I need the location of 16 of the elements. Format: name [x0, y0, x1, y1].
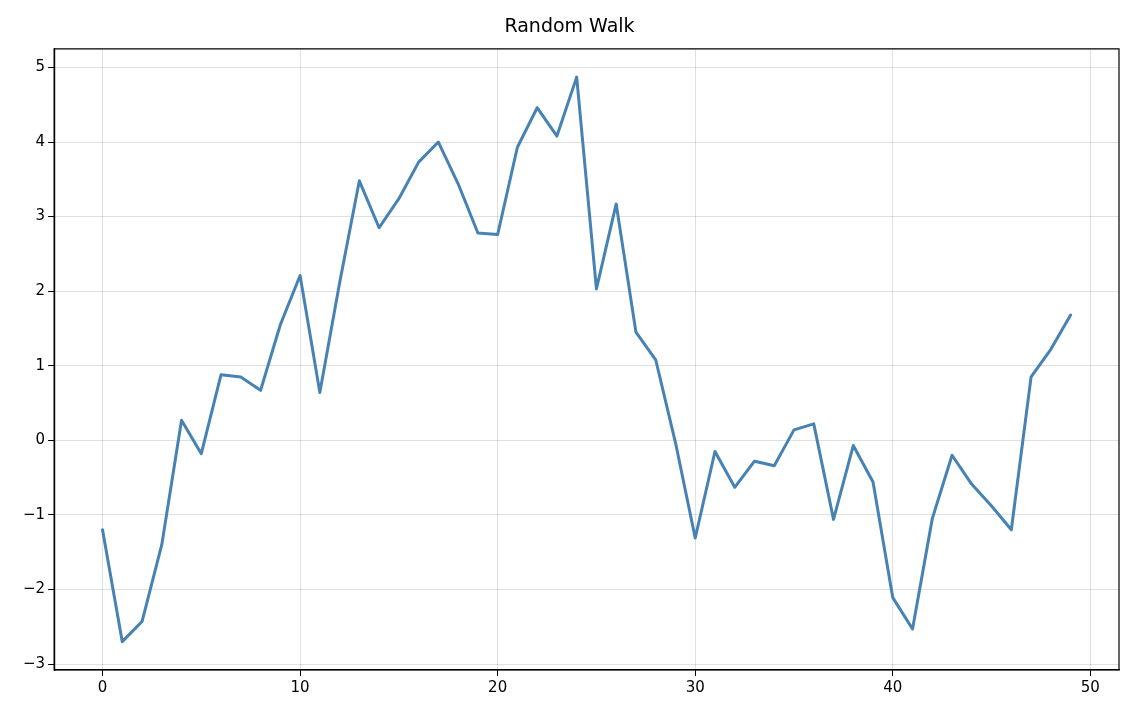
y-tick-label: −2: [22, 579, 46, 598]
x-tick-label: 0: [97, 677, 108, 696]
chart-title: Random Walk: [504, 14, 635, 37]
y-tick-label: 3: [35, 206, 46, 225]
y-tick-label: 2: [35, 281, 46, 300]
y-tick-label: 5: [35, 57, 46, 76]
y-tick-label: −3: [22, 653, 46, 672]
y-tick-label: −1: [22, 504, 46, 523]
x-tick-label: 30: [685, 677, 705, 696]
y-tick-label: 4: [35, 131, 46, 150]
x-tick-label: 10: [290, 677, 310, 696]
x-tick-label: 20: [488, 677, 508, 696]
x-tick-label: 50: [1080, 677, 1100, 696]
y-tick-label: 0: [35, 430, 46, 449]
y-tick-label: 1: [35, 355, 46, 374]
x-tick-label: 40: [883, 677, 903, 696]
